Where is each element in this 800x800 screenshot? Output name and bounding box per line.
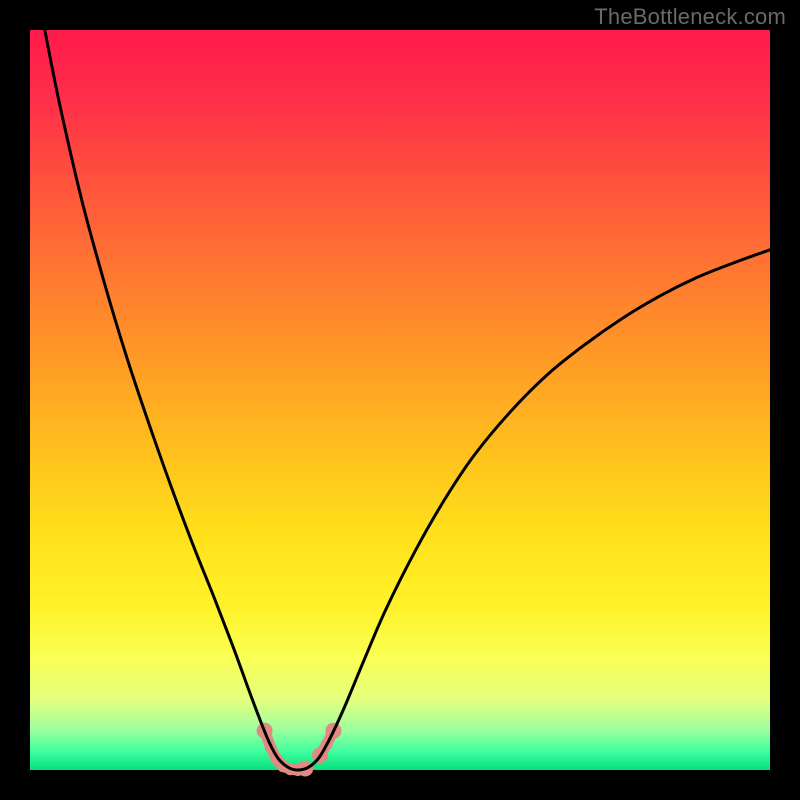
bottleneck-chart (0, 0, 800, 800)
watermark-text: TheBottleneck.com (594, 4, 786, 30)
chart-stage: TheBottleneck.com (0, 0, 800, 800)
